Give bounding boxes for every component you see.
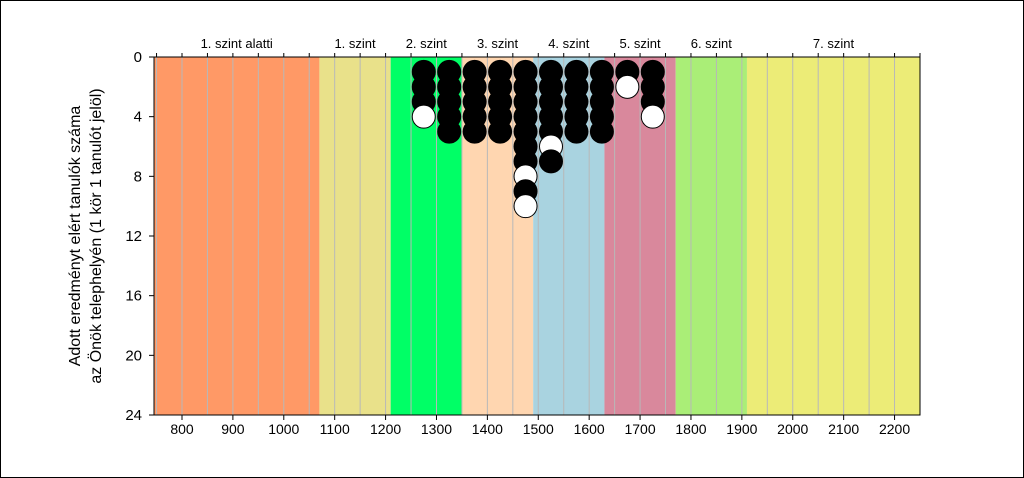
student-circle bbox=[437, 119, 462, 144]
x-tick-label: 1800 bbox=[675, 421, 706, 437]
level-band-label-6: 5. szint bbox=[619, 36, 661, 51]
x-tick-label: 1100 bbox=[320, 421, 350, 437]
x-tick-label: 1200 bbox=[370, 421, 401, 437]
axes bbox=[149, 53, 921, 420]
level-band-1 bbox=[154, 57, 320, 415]
y-tick-label: 16 bbox=[125, 288, 142, 305]
x-tick-label: 1500 bbox=[523, 421, 554, 437]
x-tick-label: 900 bbox=[221, 421, 245, 437]
level-band-label-2: 1. szint bbox=[334, 36, 376, 51]
student-circle bbox=[564, 119, 589, 144]
x-tick-label: 2200 bbox=[879, 421, 910, 437]
y-axis-label-line-2: az Önök telephelyén (1 kör 1 tanulót jel… bbox=[87, 88, 105, 383]
y-tick-label: 4 bbox=[134, 109, 142, 126]
level-band-2 bbox=[319, 57, 391, 415]
student-circle bbox=[513, 194, 538, 219]
level-band-label-7: 6. szint bbox=[691, 36, 733, 51]
student-circle bbox=[640, 104, 665, 129]
y-tick-label: 8 bbox=[134, 168, 142, 185]
level-band-label-5: 4. szint bbox=[548, 36, 590, 51]
y-tick-label: 0 bbox=[134, 49, 142, 66]
student-circle bbox=[462, 119, 487, 144]
student-circle bbox=[538, 149, 563, 174]
level-band-label-4: 3. szint bbox=[477, 36, 519, 51]
x-tick-label: 1700 bbox=[624, 421, 655, 437]
y-tick-label: 24 bbox=[125, 407, 142, 424]
x-tick-label: 1900 bbox=[726, 421, 757, 437]
x-tick-label: 800 bbox=[170, 421, 194, 437]
level-bands bbox=[154, 57, 920, 415]
student-circle bbox=[589, 119, 614, 144]
level-band-8 bbox=[746, 57, 920, 415]
y-tick-label: 20 bbox=[125, 347, 142, 364]
level-band-label-3: 2. szint bbox=[406, 36, 448, 51]
grid-lines bbox=[156, 57, 921, 415]
x-tick-label: 1300 bbox=[421, 421, 452, 437]
student-circles bbox=[411, 59, 665, 219]
y-axis-label-line-1: Adott eredményt elért tanulók száma bbox=[67, 106, 84, 367]
level-band-label-8: 7. szint bbox=[813, 36, 855, 51]
student-circle bbox=[411, 104, 436, 129]
student-circle bbox=[488, 119, 513, 144]
x-tick-label: 1000 bbox=[268, 421, 299, 437]
x-tick-label: 2100 bbox=[828, 421, 859, 437]
level-band-label-1: 1. szint alatti bbox=[201, 36, 273, 51]
x-tick-label: 2000 bbox=[777, 421, 808, 437]
y-tick-label: 12 bbox=[125, 228, 142, 245]
x-tick-label: 1600 bbox=[574, 421, 605, 437]
x-tick-label: 1400 bbox=[472, 421, 503, 437]
level-band-7 bbox=[675, 57, 747, 415]
student-circle bbox=[615, 74, 640, 99]
axis-labels: 1. szint alatti 1. szint 2. szint 3. szint 4… bbox=[125, 36, 910, 437]
